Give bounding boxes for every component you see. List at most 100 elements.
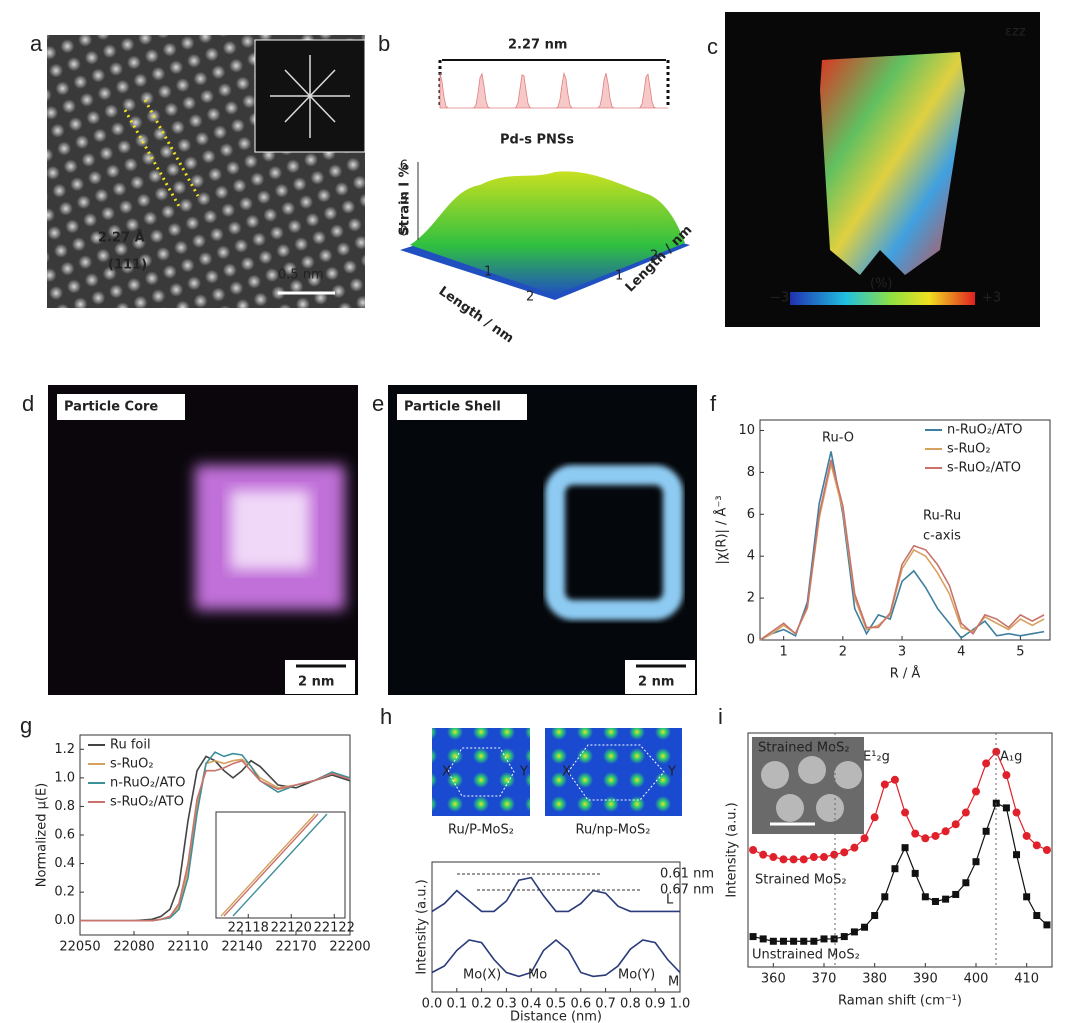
marker	[800, 937, 808, 945]
x-tick-label: 1.0	[670, 997, 691, 1012]
marker	[881, 893, 889, 901]
x-tick-label: 22170	[275, 940, 316, 955]
label: (%)	[870, 277, 893, 292]
marker	[871, 912, 879, 920]
marker	[840, 933, 848, 941]
y-tick-label: 10	[738, 423, 755, 438]
plot-frame	[747, 732, 1053, 968]
plot-frame	[759, 419, 1051, 641]
panel-label: a	[30, 31, 43, 56]
marker	[809, 853, 818, 862]
hexagon	[447, 744, 665, 801]
intensity-profile	[439, 71, 668, 109]
legend-label: n-RuO₂/ATO	[947, 423, 1023, 438]
annotation: Mo(X)	[463, 968, 501, 983]
x-tick-label: 0.3	[496, 997, 517, 1012]
x-tick-label: 0.5	[546, 997, 567, 1012]
y-tick-label: 1.0	[54, 770, 75, 785]
marker	[860, 834, 869, 843]
series-label: M	[668, 975, 679, 990]
shell-signal	[545, 465, 683, 620]
y-tick-label: 0.6	[54, 828, 75, 843]
marker	[820, 935, 828, 943]
core-signal	[230, 490, 310, 570]
legend-label: s-RuO₂	[947, 442, 991, 457]
marker	[790, 937, 798, 945]
marker	[861, 923, 869, 931]
inset-curve	[223, 813, 319, 917]
y-tick-label: 2	[747, 591, 755, 606]
y-tick-label: 0.8	[54, 799, 75, 814]
strain-surface	[410, 171, 685, 295]
legend-label: Ru foil	[110, 738, 151, 753]
y-tick-label: 4	[747, 549, 755, 564]
x-tick-label: 380	[862, 972, 887, 987]
label: −3	[770, 291, 789, 306]
inset-tick-label: 22122	[314, 921, 355, 936]
inset-tick-label: 22120	[271, 921, 312, 936]
y-tick-label: 0.2	[54, 885, 75, 900]
y-tick-label: 0.0	[54, 913, 75, 928]
marker	[1002, 771, 1011, 780]
marker	[901, 808, 910, 817]
panel-label: g	[20, 713, 32, 738]
marker	[1002, 804, 1010, 812]
title-box	[57, 394, 185, 420]
label: εzz	[1005, 25, 1026, 40]
label: Particle Core	[64, 400, 158, 415]
label: 2.27 Å	[98, 230, 145, 246]
marker	[769, 853, 778, 862]
marker	[1022, 831, 1031, 840]
label: 0.5 nm	[278, 268, 324, 283]
annotation: E¹₂g	[863, 750, 890, 765]
series-line	[80, 759, 351, 922]
marker	[1023, 893, 1031, 901]
y-axis-label: Intensity (a.u.)	[725, 802, 740, 897]
marker	[759, 850, 768, 859]
marker	[1042, 846, 1051, 854]
marker	[911, 829, 920, 838]
marker	[779, 937, 787, 945]
marker	[931, 897, 939, 905]
x-tick-label: 370	[812, 972, 837, 987]
marker	[830, 935, 838, 943]
marker	[901, 844, 909, 852]
y-axis-label: Intensity (a.u.)	[415, 879, 430, 974]
inset-label: Strained MoS₂	[758, 741, 850, 756]
x-tick-label: 0.8	[620, 997, 641, 1012]
marker	[870, 813, 879, 822]
x-tick-label: 0.2	[471, 997, 492, 1012]
label: +3	[982, 291, 1001, 306]
label: (111)	[108, 258, 147, 273]
marker	[921, 893, 929, 901]
tick-label: 1	[484, 265, 492, 280]
colorbar	[790, 292, 975, 305]
panel-label: i	[718, 704, 723, 729]
marker	[1032, 841, 1041, 850]
series-line	[431, 938, 681, 978]
series-label: Strained MoS₂	[755, 873, 847, 888]
x-tick-label: 3	[898, 645, 906, 660]
annotation: A₁g	[1000, 750, 1022, 765]
marker	[972, 858, 980, 866]
x-tick-label: 1	[780, 645, 788, 660]
marker	[850, 843, 859, 852]
title-box	[397, 394, 527, 420]
y-tick-label: 1.2	[54, 742, 75, 757]
tick-label: 2	[526, 290, 534, 305]
y-tick-label: 0.4	[54, 856, 75, 871]
strain-shape	[820, 52, 965, 275]
series-label: Unstrained MoS₂	[752, 948, 860, 963]
sem-domes	[761, 756, 862, 822]
series-line	[759, 463, 1045, 641]
panel-label: e	[372, 391, 384, 416]
x-tick-label: 4	[957, 645, 965, 660]
x-axis-label: Raman shift (cm⁻¹)	[838, 994, 962, 1009]
inset-tick-label: 22118	[228, 921, 269, 936]
annotation: 0.67 nm	[660, 883, 714, 898]
marker	[840, 848, 849, 857]
label: 2 nm	[298, 675, 334, 690]
annotation: Ru-Ru	[923, 509, 961, 524]
